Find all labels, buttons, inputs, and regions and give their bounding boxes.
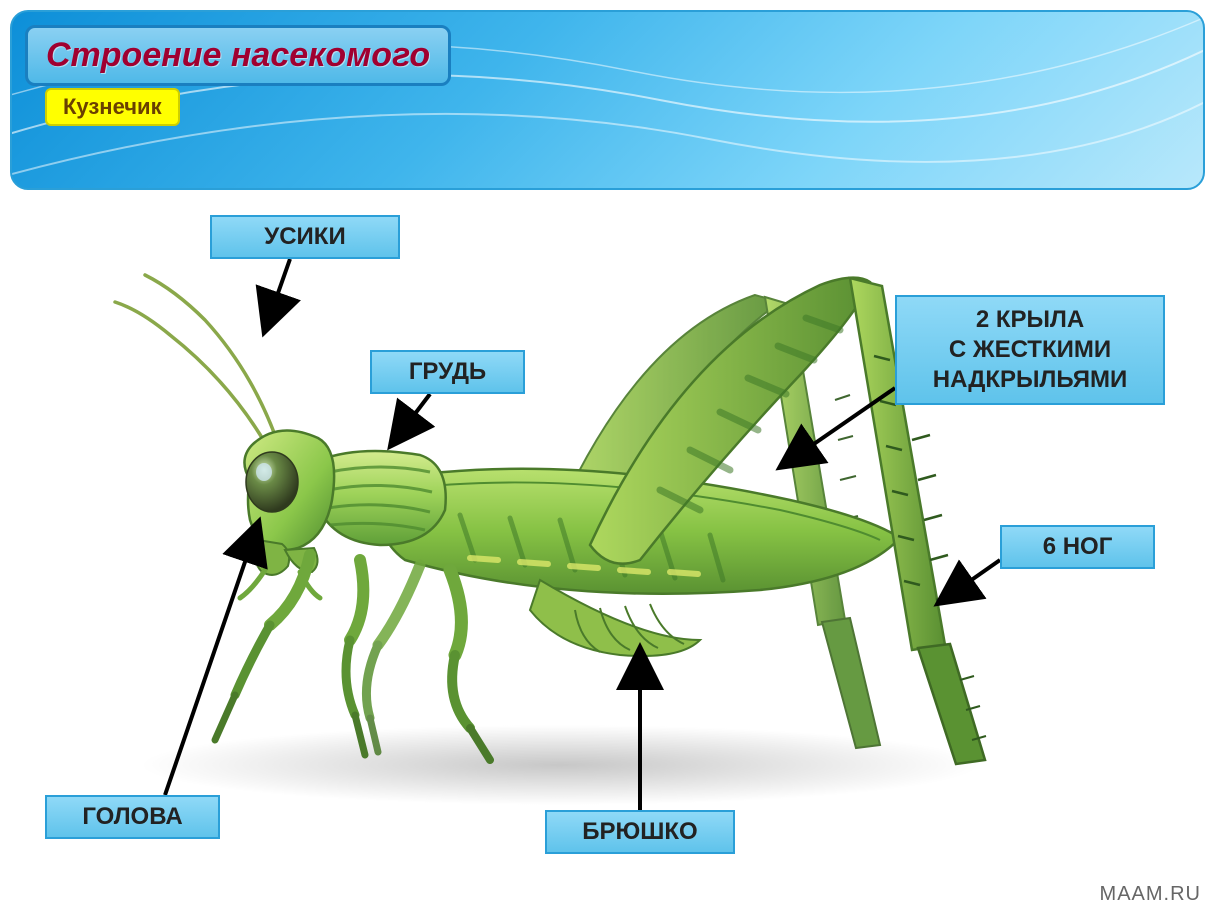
label-legs-text: 6 НОГ [1043,532,1113,562]
diagram-area: УСИКИ ГРУДЬ 2 КРЫЛА С ЖЕСТКИМИ НАДКРЫЛЬЯ… [0,200,1215,900]
watermark-text: MAAM.RU [1100,883,1201,905]
title-box: Строение насекомого [25,25,451,86]
label-antennae-text: УСИКИ [264,222,345,252]
label-abdomen-text: БРЮШКО [582,817,697,847]
label-thorax: ГРУДЬ [370,350,525,394]
arrow-thorax [392,394,430,444]
label-head-text: ГОЛОВА [82,802,182,832]
watermark: MAAM.RU [1100,883,1201,906]
label-legs: 6 НОГ [1000,525,1155,569]
label-wings: 2 КРЫЛА С ЖЕСТКИМИ НАДКРЫЛЬЯМИ [895,295,1165,405]
arrow-antennae [265,259,290,330]
arrow-legs [940,560,1000,602]
subtitle-text: Кузнечик [63,94,162,119]
label-abdomen: БРЮШКО [545,810,735,854]
label-thorax-text: ГРУДЬ [409,357,486,387]
label-wings-text: 2 КРЫЛА С ЖЕСТКИМИ НАДКРЫЛЬЯМИ [933,305,1127,395]
label-head: ГОЛОВА [45,795,220,839]
title-text: Строение насекомого [46,36,430,74]
label-antennae: УСИКИ [210,215,400,259]
subtitle-box: Кузнечик [45,88,180,126]
